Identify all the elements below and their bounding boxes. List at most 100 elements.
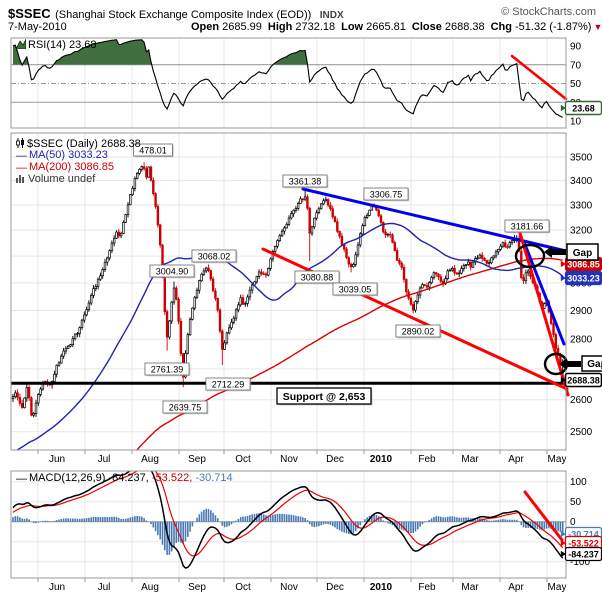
svg-text:Mar: Mar [461,582,479,593]
svg-text:Gap: Gap [587,359,602,370]
support-label: Support @ 2,653 [276,387,373,406]
svg-text:Jul: Jul [98,582,111,593]
price-label: 3068.02 [191,249,238,264]
rsi-legend-value: 23.68 [68,39,97,51]
svg-text:2500: 2500 [570,427,593,438]
price-label: 3039.05 [332,282,379,297]
svg-text:Gap: Gap [573,248,592,259]
svg-text:50: 50 [570,79,582,90]
svg-text:10: 10 [570,117,582,128]
svg-text:3200: 3200 [570,226,593,237]
quote-label-close: Close [411,21,442,33]
symbol-label: $SSEC [8,6,51,21]
price-label: 2761.39 [144,362,191,377]
price-label: 2890.02 [395,324,442,339]
svg-text:Jul: Jul [98,454,111,465]
svg-text:2761.39: 2761.39 [151,365,184,375]
svg-text:Sep: Sep [188,582,206,593]
macd-legend-hist: -30.714 [192,472,233,484]
svg-text:3004.90: 3004.90 [156,267,189,277]
svg-text:3181.66: 3181.66 [511,222,544,232]
exchange-tag: INDX [319,10,344,21]
svg-text:3361.38: 3361.38 [289,177,322,187]
macd-legend-main: MACD(12,26,9) -84.237, [29,472,149,484]
svg-text:2010: 2010 [370,582,393,593]
stockcharts-credit-link[interactable]: © StockCharts.com [501,6,596,18]
svg-text:Oct: Oct [235,454,251,465]
rsi-legend-label: RSI(14) [28,39,66,51]
svg-text:Dec: Dec [326,454,344,465]
price-label: 3306.75 [363,187,410,202]
svg-text:2010: 2010 [370,454,393,465]
svg-text:0: 0 [570,517,576,528]
macd-signal-line [12,471,564,557]
price-label: 3361.38 [282,174,329,189]
price-label: 478.01 [133,143,174,158]
last-value-box: -53.522 [560,535,602,551]
price-label: 3181.66 [504,219,551,234]
svg-text:Nov: Nov [280,454,298,465]
symbol-title: (Shanghai Stock Exchange Composite Index… [55,9,312,21]
chart-header: $SSEC (Shanghai Stock Exchange Composite… [8,5,344,23]
svg-text:3400: 3400 [570,176,593,187]
quote-label-low: Low [341,21,364,33]
gap-annotation: Gap [544,243,599,261]
ohlc-quote-row: Open 2685.99 High 2732.18 Low 2665.81 Close 268… [185,21,602,33]
svg-text:478.01: 478.01 [139,146,167,156]
quote-value-open: 2685.99 [222,21,262,33]
svg-text:23.68: 23.68 [572,104,595,114]
svg-text:90: 90 [570,42,582,53]
ma50-line-icon: — [16,150,27,162]
svg-text:2639.75: 2639.75 [169,403,202,413]
svg-text:-84.237: -84.237 [568,550,599,560]
last-value-box: -84.237 [560,546,602,562]
svg-text:2800: 2800 [570,335,593,346]
svg-text:Mar: Mar [461,454,479,465]
svg-text:Jun: Jun [49,454,65,465]
change-down-triangle-icon: ▼ [593,22,602,32]
quote-label-chg: Chg [490,21,512,33]
svg-text:Apr: Apr [508,454,524,465]
candlestick-icon [16,138,24,148]
svg-text:Jun: Jun [49,582,65,593]
last-value-box: 2688.38 [560,372,602,388]
svg-text:3033.23: 3033.23 [567,274,600,284]
price-candles [11,162,564,418]
svg-text:2890.02: 2890.02 [402,327,435,337]
svg-text:70: 70 [570,60,582,71]
gap-circle [514,243,546,269]
svg-text:Aug: Aug [141,454,159,465]
quote-value-chg: -51.32 (-1.87%) [515,21,592,33]
ma200-legend-label: MA(200) 3086.85 [29,161,114,173]
price-legend-line: $SSEC (Daily) 2688.38 [16,138,141,150]
svg-text:100: 100 [570,477,587,488]
svg-text:Oct: Oct [235,582,251,593]
price-label: 2639.75 [162,400,209,415]
svg-text:Dec: Dec [326,582,344,593]
svg-text:Feb: Feb [418,582,436,593]
macd-histogram [12,508,564,555]
svg-text:50: 50 [570,497,582,508]
svg-text:Nov: Nov [280,582,298,593]
quote-value-high: 2732.18 [295,21,336,33]
price-legend-label: $SSEC (Daily) 2688.38 [27,138,141,150]
ma50-legend-label: MA(50) 3033.23 [29,149,108,161]
macd-legend: — MACD(12,26,9) -84.237, -53.522, -30.714 [16,473,233,485]
price-label: 3004.90 [149,264,196,279]
ma50-line [15,222,564,450]
svg-text:3306.75: 3306.75 [370,190,403,200]
svg-text:May: May [548,582,567,593]
quote-value-low: 2665.81 [366,21,406,33]
svg-text:3039.05: 3039.05 [339,285,372,295]
ma200-legend: — MA(200) 3086.85 [16,162,114,174]
gap-annotation: Gap [559,355,602,372]
ma50-legend: — MA(50) 3033.23 [16,150,108,162]
svg-text:3068.02: 3068.02 [198,252,231,262]
svg-text:2712.29: 2712.29 [212,380,245,390]
svg-text:Apr: Apr [508,582,524,593]
svg-text:Sep: Sep [188,454,206,465]
price-label: 3080.88 [294,270,341,285]
svg-text:3300: 3300 [570,201,593,212]
svg-text:-100: -100 [570,557,590,568]
